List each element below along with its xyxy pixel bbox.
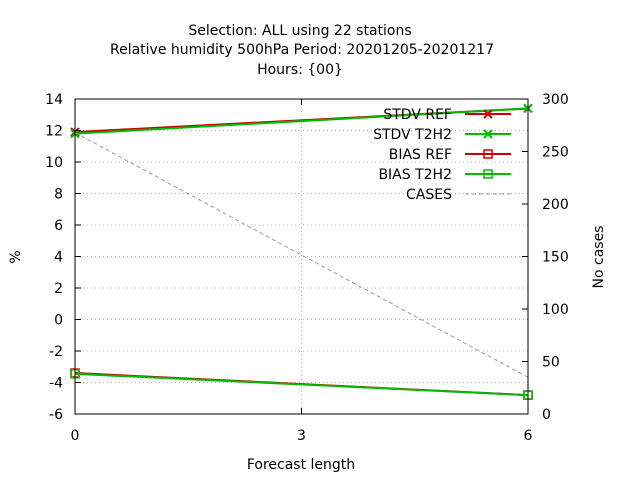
- y2-tick-label: 300: [542, 92, 569, 108]
- y-tick-label: -2: [49, 344, 63, 360]
- legend-marker-0: [483, 109, 493, 119]
- legend: STDV REF STDV T2H2 BIAS REF BIAS T2H2 CASES: [373, 107, 511, 203]
- y-tick-label: 0: [54, 313, 63, 329]
- y-tick-label: -6: [49, 407, 63, 423]
- y2-tick-label: 250: [542, 145, 569, 161]
- legend-label-4: CASES: [406, 187, 452, 203]
- chart-title-line-3: Hours: {00}: [257, 62, 343, 78]
- y-tick-label: 12: [45, 124, 63, 140]
- series-line-4: [74, 132, 529, 378]
- chart-title-line-2: Relative humidity 500hPa Period: 2020120…: [110, 42, 494, 58]
- legend-marker-2: [483, 149, 493, 159]
- y-tick-label: 4: [54, 250, 63, 266]
- y2-axis-label: No cases: [591, 226, 607, 289]
- x-tick-label: 3: [297, 428, 306, 444]
- y-tick-label: 6: [54, 218, 63, 234]
- y-tick-label: 8: [54, 187, 63, 203]
- plot-border: [74, 98, 529, 415]
- gridlines: [75, 99, 528, 414]
- y2-tick-label: 100: [542, 302, 569, 318]
- series-line-1: [74, 107, 529, 135]
- x-tick-label: 6: [524, 428, 533, 444]
- legend-label-0: STDV REF: [383, 107, 452, 123]
- y2-tick-label: 50: [542, 355, 560, 371]
- series-line-3: [74, 372, 529, 397]
- legend-label-2: BIAS REF: [389, 147, 452, 163]
- axis-ticks: -6 -4 -2 0 2 4 6 8 10 12 14 0 50 100 150 200 250 300 0 3 6: [45, 92, 569, 444]
- x-tick-label: 0: [71, 428, 80, 444]
- legend-label-3: BIAS T2H2: [378, 167, 452, 183]
- y-tick-label: 10: [45, 155, 63, 171]
- y-tick-label: -4: [49, 376, 63, 392]
- chart-title-line-1: Selection: ALL using 22 stations: [188, 23, 411, 39]
- legend-marker-3: [483, 169, 493, 179]
- x-axis-label: Forecast length: [247, 457, 355, 473]
- y-tick-label: 2: [54, 281, 63, 297]
- y-axis-label: %: [8, 250, 24, 263]
- y2-tick-label: 200: [542, 197, 569, 213]
- y-tick-label: 14: [45, 92, 63, 108]
- legend-marker-1: [483, 129, 493, 139]
- y2-tick-label: 150: [542, 250, 569, 266]
- legend-label-1: STDV T2H2: [373, 127, 452, 143]
- y2-tick-label: 0: [542, 407, 551, 423]
